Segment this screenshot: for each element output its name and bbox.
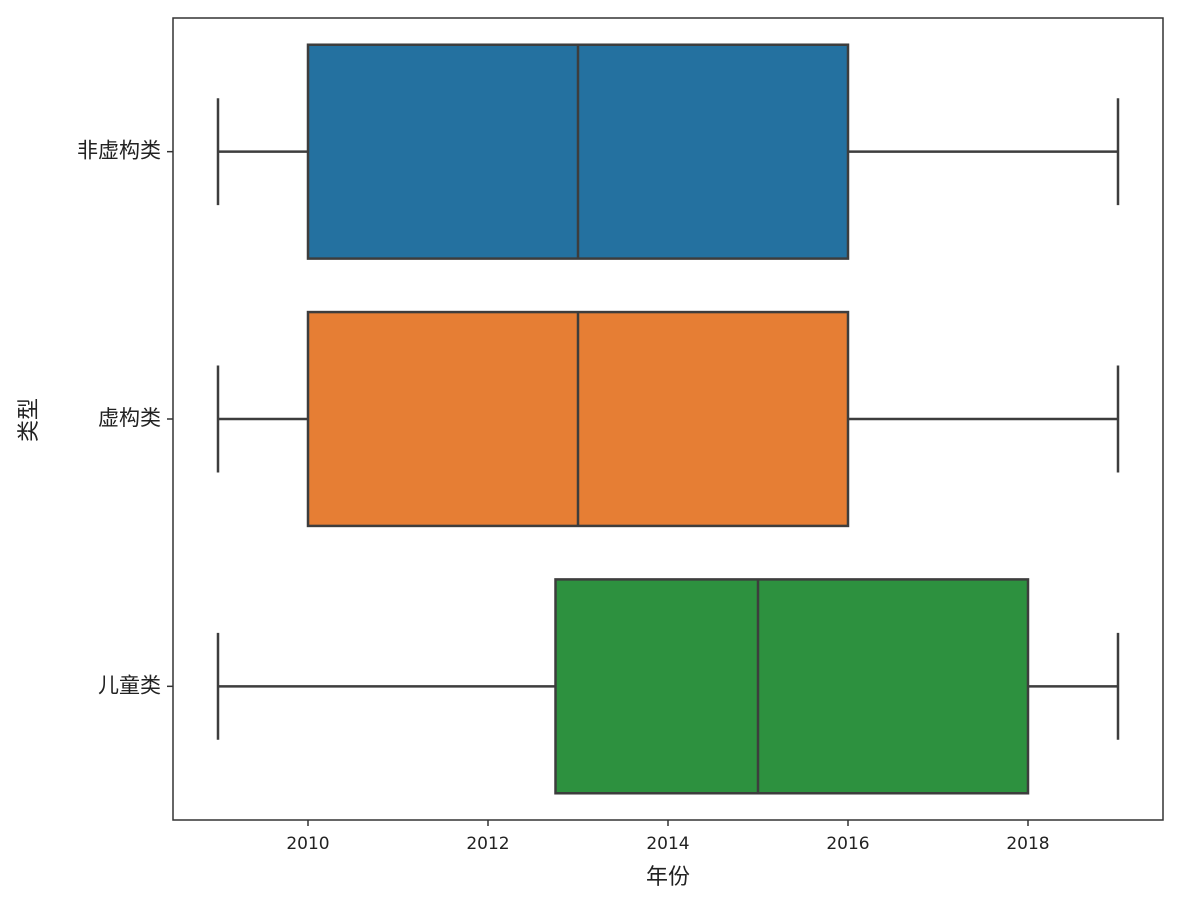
y-axis-label: 类型: [17, 398, 42, 442]
box: [554, 578, 1030, 795]
y-tick-label: 儿童类: [98, 673, 161, 697]
x-tick-label: 2014: [646, 834, 689, 854]
x-tick-label: 2010: [286, 834, 329, 854]
y-tick-label: 非虚构类: [77, 139, 161, 163]
x-axis-label: 年份: [646, 865, 690, 890]
x-tick-label: 2016: [826, 834, 869, 854]
y-tick-label: 虚构类: [98, 406, 161, 430]
x-tick-label: 2012: [466, 834, 509, 854]
x-tick-label: 2018: [1006, 834, 1049, 854]
